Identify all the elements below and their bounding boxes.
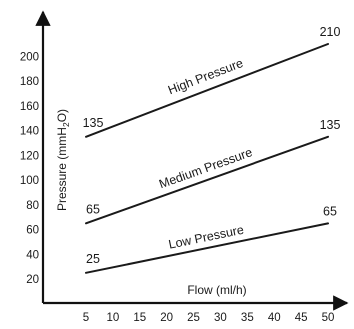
- end-value-label: 65: [323, 204, 337, 218]
- y-tick-label: 100: [20, 175, 39, 187]
- y-tick-label: 160: [20, 101, 39, 113]
- start-value-label: 65: [86, 202, 100, 216]
- x-tick-label: 25: [187, 312, 200, 324]
- series-line-high-pressure: [85, 43, 329, 138]
- x-tick-label: 10: [106, 312, 119, 324]
- y-tick-label: 120: [20, 150, 39, 162]
- x-tick-label: 5: [83, 312, 89, 324]
- y-tick-label: 20: [26, 274, 39, 286]
- y-tick-label: 60: [26, 225, 39, 237]
- y-tick-label: 140: [20, 126, 39, 138]
- x-tick-labels: 5 10 15 20 25 30 35 40 45 50: [83, 312, 335, 324]
- x-tick-label: 50: [322, 312, 335, 324]
- x-axis-title: Flow (ml/h): [187, 283, 246, 297]
- x-tick-label: 45: [295, 312, 308, 324]
- series-line-medium-pressure: [85, 135, 329, 225]
- series-line-low-pressure: [85, 222, 329, 274]
- end-value-label: 210: [320, 25, 341, 39]
- y-tick-label: 200: [20, 51, 39, 63]
- y-tick-label: 40: [26, 249, 39, 261]
- x-tick-label: 20: [160, 312, 173, 324]
- point-labels: 25 65 65 135 135 210: [83, 25, 341, 266]
- y-tick-labels: 20 40 60 80 100 120 140 160 180 200: [20, 51, 39, 286]
- y-tick-label: 180: [20, 76, 39, 88]
- series-lines: [85, 43, 329, 274]
- x-tick-label: 15: [133, 312, 146, 324]
- axes: [35, 10, 349, 311]
- x-tick-label: 35: [241, 312, 254, 324]
- start-value-label: 135: [83, 116, 104, 130]
- end-value-label: 135: [320, 118, 341, 132]
- y-axis-title: Pressure (mmH2O): [55, 109, 71, 211]
- y-tick-label: 80: [26, 200, 39, 212]
- start-value-label: 25: [86, 252, 100, 266]
- x-tick-label: 40: [268, 312, 281, 324]
- x-tick-label: 30: [214, 312, 227, 324]
